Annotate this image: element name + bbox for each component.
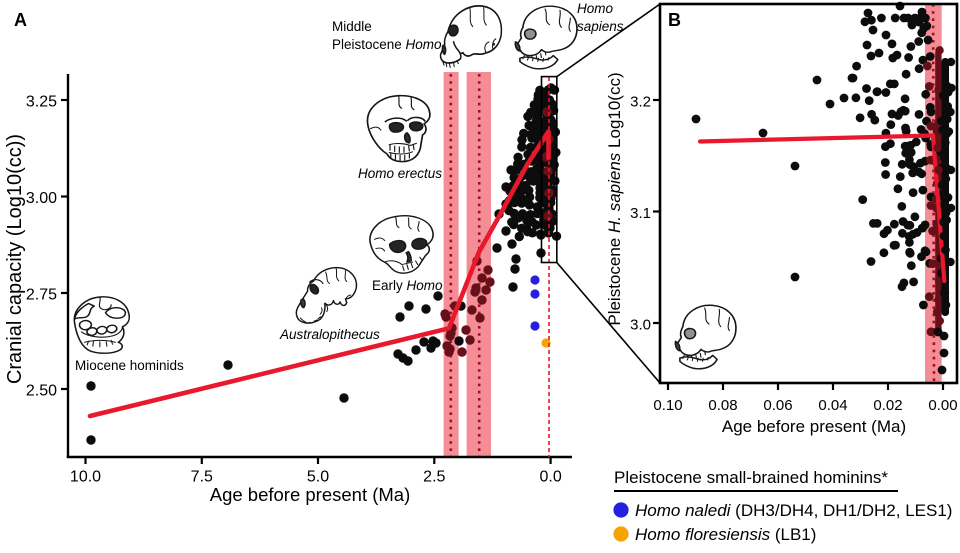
svg-text:0.00: 0.00 (928, 397, 957, 414)
svg-text:3.00: 3.00 (26, 190, 57, 207)
svg-text:0.10: 0.10 (653, 397, 682, 414)
svg-text:Pleistocene Homo: Pleistocene Homo (332, 37, 442, 52)
svg-text:2.75: 2.75 (26, 287, 57, 304)
svg-text:Homo floresiensis (LB1): Homo floresiensis (LB1) (635, 525, 816, 544)
svg-text:Age before present (Ma): Age before present (Ma) (722, 417, 906, 436)
svg-text:B: B (668, 10, 681, 30)
svg-text:0.08: 0.08 (708, 397, 737, 414)
svg-text:2.50: 2.50 (26, 383, 57, 400)
svg-text:Australopithecus: Australopithecus (279, 327, 380, 342)
svg-text:Homo naledi (DH3/DH4, DH1/DH2,: Homo naledi (DH3/DH4, DH1/DH2, LES1) (635, 501, 952, 520)
svg-text:Homo: Homo (577, 1, 614, 16)
svg-text:2.5: 2.5 (423, 469, 445, 486)
svg-text:Miocene hominids: Miocene hominids (75, 358, 184, 373)
svg-text:Middle: Middle (332, 19, 372, 34)
svg-text:Pleistocene small-brained homi: Pleistocene small-brained hominins* (614, 468, 888, 487)
svg-text:5.0: 5.0 (307, 469, 329, 486)
svg-text:Pleistocene H. sapiens Log10(c: Pleistocene H. sapiens Log10(cc) (605, 72, 624, 325)
svg-text:0.02: 0.02 (873, 397, 902, 414)
svg-text:3.1: 3.1 (630, 205, 651, 222)
svg-text:Age before present (Ma): Age before present (Ma) (210, 484, 411, 505)
svg-text:0.04: 0.04 (818, 397, 847, 414)
svg-text:7.5: 7.5 (191, 469, 213, 486)
svg-text:Homo erectus: Homo erectus (358, 166, 442, 181)
svg-text:0.06: 0.06 (763, 397, 792, 414)
svg-text:sapiens: sapiens (577, 19, 624, 34)
svg-text:Cranial capacity (Log10(cc)): Cranial capacity (Log10(cc)) (4, 134, 26, 384)
svg-text:3.0: 3.0 (630, 316, 651, 333)
svg-text:10.0: 10.0 (70, 469, 101, 486)
svg-text:3.25: 3.25 (26, 94, 57, 111)
svg-text:3.2: 3.2 (630, 93, 651, 110)
svg-text:A: A (14, 10, 27, 30)
svg-text:0.0: 0.0 (539, 469, 561, 486)
svg-text:Early Homo: Early Homo (372, 278, 443, 293)
